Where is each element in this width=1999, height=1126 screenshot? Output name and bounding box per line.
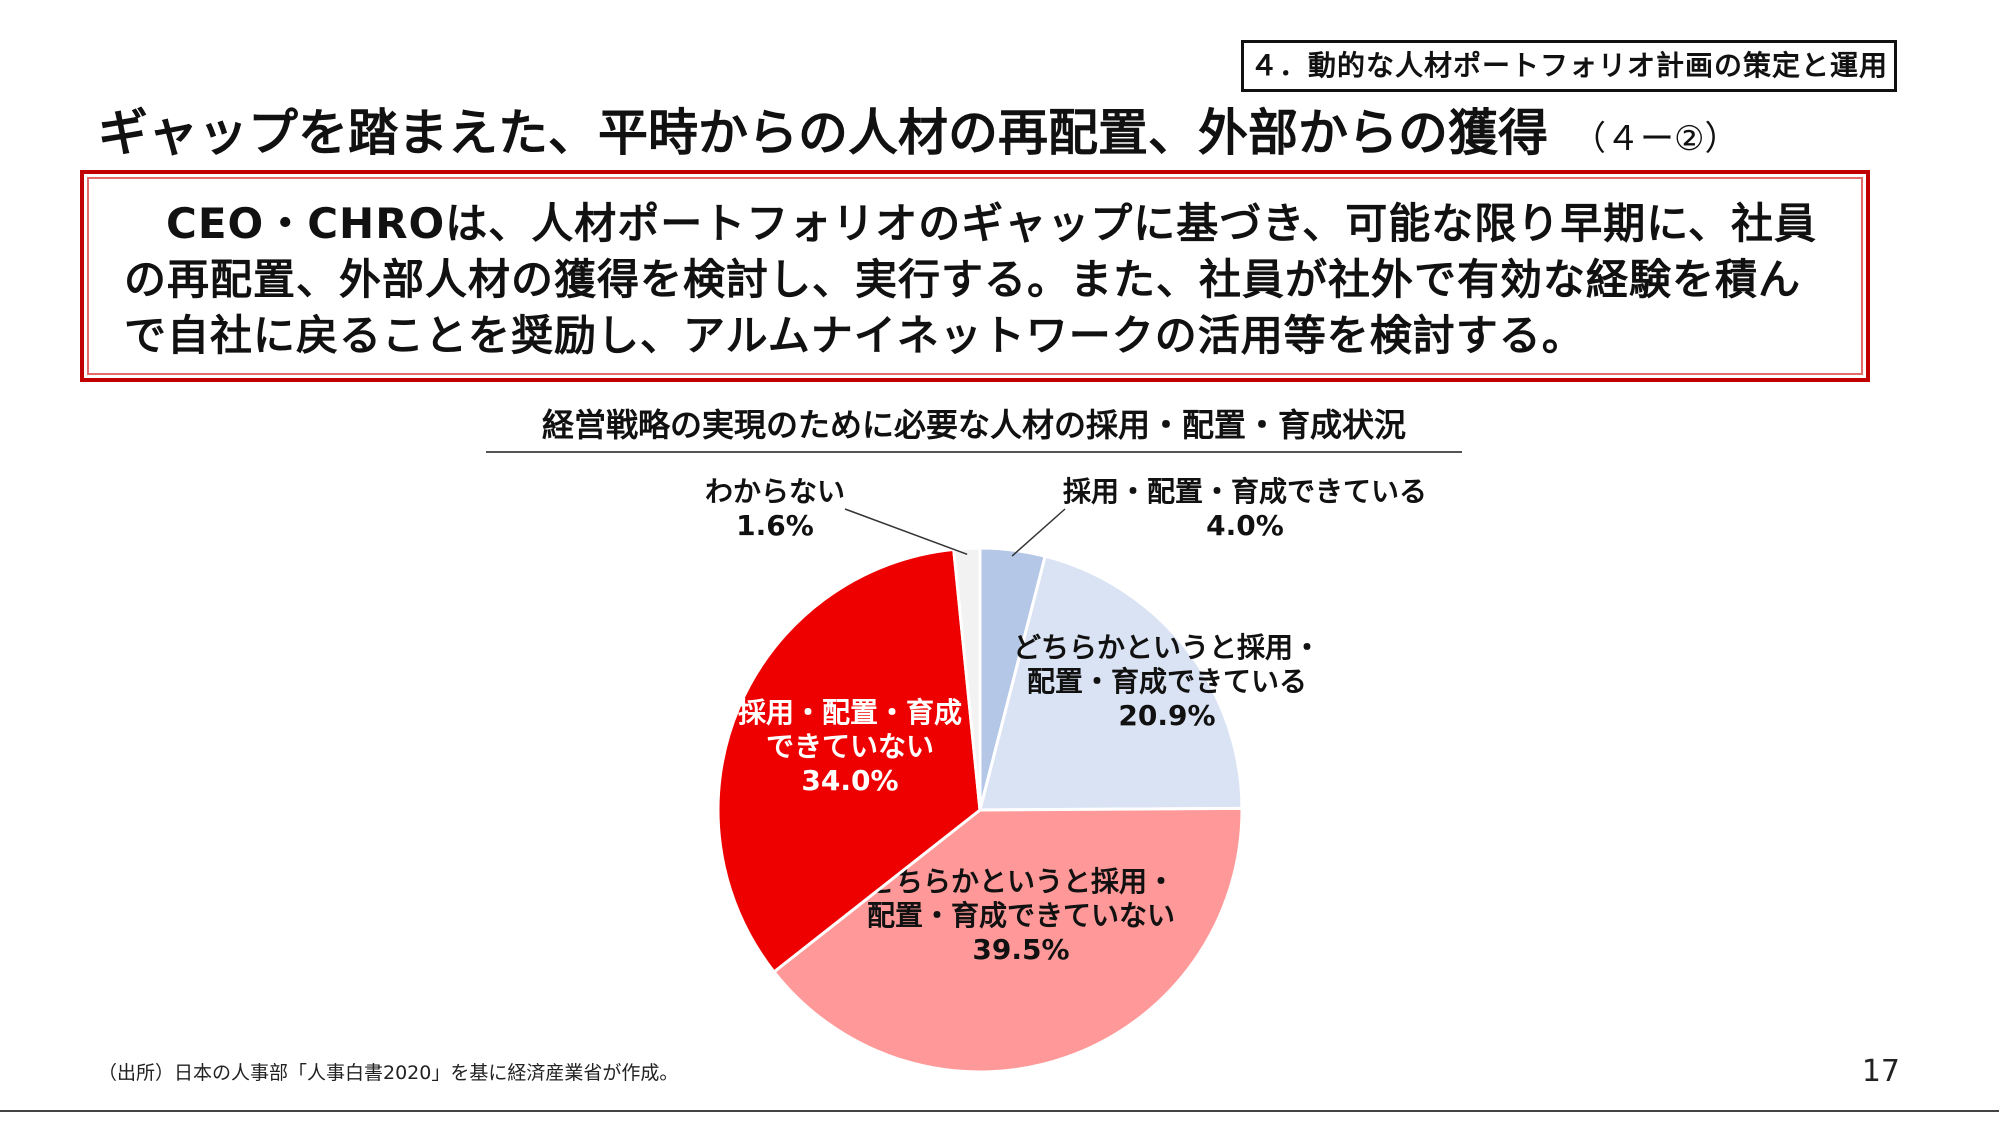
- key-message-text: CEO・CHROは、人材ポートフォリオのギャップに基づき、可能な限り早期に、社員…: [124, 199, 1818, 360]
- slice-category-label-2: 配置・育成できていない: [867, 899, 1175, 932]
- slice-value-label-1: 20.9%: [1118, 699, 1215, 732]
- leader-line-0: [1011, 508, 1066, 557]
- page-number: 17: [1861, 1054, 1900, 1089]
- section-tag: ４．動的な人材ポートフォリオ計画の策定と運用: [1241, 40, 1897, 92]
- page-title-suffix: （４ー②）: [1572, 119, 1739, 159]
- slice-category-label-3: 採用・配置・育成: [738, 696, 962, 729]
- page-title: ギャップを踏まえた、平時からの人材の再配置、外部からの獲得 （４ー②）: [98, 98, 1738, 168]
- slice-category-label-4: わからない: [705, 475, 845, 508]
- pie-slice-1: [978, 554, 1244, 812]
- pie-slice-2: [771, 806, 1244, 1074]
- bottom-divider: [0, 1110, 1999, 1112]
- slice-category-label-1: 配置・育成できている: [1027, 665, 1307, 698]
- source-note: （出所）日本の人事部「人事白書2020」を基に経済産業省が作成。: [98, 1062, 679, 1084]
- chart-title: 経営戦略の実現のために必要な人材の採用・配置・育成状況: [541, 406, 1406, 444]
- key-message-box: CEO・CHROは、人材ポートフォリオのギャップに基づき、可能な限り早期に、社員…: [80, 170, 1870, 382]
- slice-value-label-2: 39.5%: [972, 933, 1069, 966]
- chart-title-underline: [486, 451, 1462, 453]
- pie-slice-3: [716, 547, 982, 974]
- slice-value-label-3: 34.0%: [801, 764, 898, 797]
- slice-category-label-3: できていない: [766, 730, 934, 763]
- slice-category-label-2: どちらかというと採用・: [867, 865, 1175, 898]
- slice-value-label-4: 1.6%: [736, 509, 814, 542]
- slice-category-label-1: どちらかというと採用・: [1013, 631, 1321, 664]
- page-title-text: ギャップを踏まえた、平時からの人材の再配置、外部からの獲得: [98, 104, 1548, 162]
- leader-line-4: [844, 508, 968, 556]
- slice-category-label-0: 採用・配置・育成できている: [1063, 475, 1427, 508]
- slice-value-label-0: 4.0%: [1206, 509, 1284, 542]
